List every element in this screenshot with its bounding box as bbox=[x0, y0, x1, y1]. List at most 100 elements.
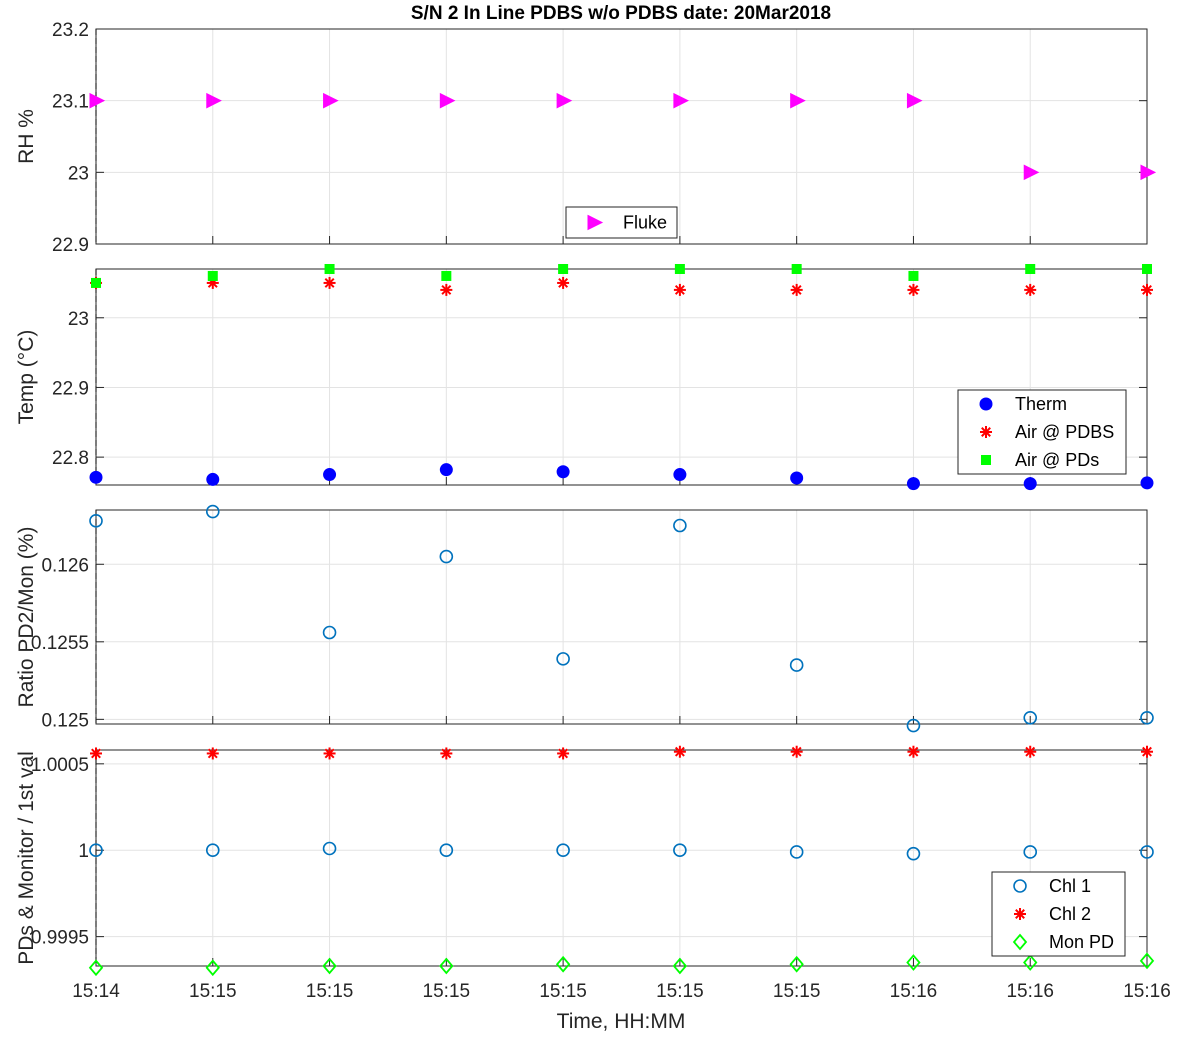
data-point bbox=[90, 747, 102, 760]
data-point bbox=[789, 955, 804, 973]
legend-entry: Chl 2 bbox=[1049, 904, 1091, 924]
y-tick-label: 1.0005 bbox=[31, 755, 89, 776]
data-point bbox=[557, 747, 570, 760]
data-point bbox=[322, 957, 337, 975]
panel-1-axes-box bbox=[95, 28, 1148, 245]
panel-3-axes-box bbox=[95, 509, 1148, 725]
series-mon-pd bbox=[88, 952, 1155, 977]
y-tick-label: 23 bbox=[68, 163, 89, 184]
data-point bbox=[205, 959, 220, 977]
data-point bbox=[89, 514, 103, 528]
data-point bbox=[674, 264, 685, 274]
data-point bbox=[907, 283, 920, 296]
legend-marker bbox=[587, 214, 604, 231]
data-point bbox=[1141, 283, 1153, 296]
data-point bbox=[323, 276, 336, 289]
data-point bbox=[439, 549, 454, 564]
data-point bbox=[1023, 477, 1037, 491]
x-tick-labels: 15:14 15:15 15:15 15:15 15:15 15:15 15:15 15:16… bbox=[72, 981, 1171, 1002]
data-point bbox=[672, 957, 688, 975]
x-tick-label: 15:16 bbox=[890, 981, 938, 1002]
data-point bbox=[89, 470, 103, 484]
data-point bbox=[206, 472, 220, 486]
panel-1-legend: Fluke bbox=[565, 206, 678, 239]
series-chl-2 bbox=[90, 745, 1153, 760]
data-point bbox=[1140, 710, 1154, 725]
data-point bbox=[441, 270, 452, 281]
y-tick-label: 1 bbox=[78, 841, 89, 862]
data-point bbox=[558, 264, 569, 274]
data-point bbox=[673, 92, 690, 109]
data-point bbox=[439, 92, 456, 109]
panel-2-y-axis-label: Temp (°C) bbox=[15, 330, 38, 425]
data-point bbox=[440, 283, 453, 296]
data-point bbox=[556, 465, 570, 479]
x-tick-label: 15:16 bbox=[1123, 981, 1171, 1002]
data-point bbox=[906, 846, 921, 861]
data-point bbox=[91, 277, 101, 288]
y-tick-label: 23.2 bbox=[52, 20, 89, 41]
panel-4-y-axis-label: PDs & Monitor / 1st val bbox=[15, 751, 38, 965]
data-point bbox=[789, 845, 804, 859]
data-point bbox=[206, 92, 222, 109]
y-tick-label: 0.126 bbox=[41, 555, 89, 576]
y-tick-label: 23 bbox=[68, 309, 89, 330]
data-point bbox=[89, 92, 106, 109]
data-point bbox=[673, 843, 687, 858]
y-tick-label: 22.9 bbox=[52, 235, 89, 256]
data-point bbox=[790, 283, 803, 296]
x-tick-label: 15:15 bbox=[189, 981, 237, 1002]
data-point bbox=[1139, 952, 1155, 970]
x-tick-label: 15:15 bbox=[656, 981, 704, 1002]
data-point bbox=[906, 477, 920, 491]
data-point bbox=[673, 283, 686, 296]
data-point bbox=[1140, 476, 1154, 490]
legend-marker bbox=[979, 397, 993, 411]
panel-2-legend: Therm Air @ PDBS Air @ PDs bbox=[957, 389, 1127, 475]
data-point bbox=[1140, 164, 1157, 181]
legend-entry: Air @ PDs bbox=[1015, 450, 1099, 470]
data-point bbox=[88, 959, 104, 977]
data-point bbox=[1142, 264, 1152, 274]
data-point bbox=[205, 504, 220, 519]
data-point bbox=[789, 658, 804, 672]
data-point bbox=[673, 518, 687, 533]
data-point bbox=[556, 843, 570, 858]
data-point bbox=[89, 843, 103, 858]
figure-title: S/N 2 In Line PDBS w/o PDBS date: 20Mar2… bbox=[411, 3, 831, 24]
data-point bbox=[790, 471, 804, 485]
data-point bbox=[324, 264, 335, 274]
legend-entry: Therm bbox=[1015, 394, 1067, 414]
x-tick-label: 15:14 bbox=[72, 981, 120, 1002]
data-point bbox=[205, 843, 220, 858]
y-tick-label: 22.8 bbox=[52, 448, 89, 469]
panel-2: 22.8 22.9 23 Temp (°C) Therm Air @ PDBS Air @ … bbox=[15, 264, 1154, 491]
x-tick-label: 15:15 bbox=[773, 981, 821, 1002]
legend-marker bbox=[980, 426, 992, 438]
data-point bbox=[1023, 710, 1038, 725]
data-point bbox=[322, 841, 337, 856]
y-tick-label: 0.1255 bbox=[31, 633, 89, 654]
data-point bbox=[790, 745, 803, 758]
data-point bbox=[556, 92, 573, 109]
data-point bbox=[557, 276, 570, 289]
data-point bbox=[906, 92, 923, 109]
data-point bbox=[1023, 954, 1038, 971]
data-point bbox=[1141, 745, 1153, 758]
y-tick-label: 0.9995 bbox=[31, 928, 89, 949]
panel-1-y-axis-label: RH % bbox=[15, 109, 38, 164]
data-point bbox=[906, 718, 921, 733]
legend-marker bbox=[1014, 908, 1026, 920]
data-point bbox=[1024, 745, 1037, 758]
series-chl-1 bbox=[89, 841, 1154, 861]
x-tick-label: 15:15 bbox=[539, 981, 587, 1002]
x-tick-label: 15:15 bbox=[423, 981, 471, 1002]
data-point bbox=[323, 747, 336, 760]
panel-3-y-axis-label: Ratio PD2/Mon (%) bbox=[15, 527, 38, 708]
data-point bbox=[439, 957, 454, 975]
legend-entry: Chl 1 bbox=[1049, 876, 1091, 896]
data-point bbox=[206, 747, 219, 760]
